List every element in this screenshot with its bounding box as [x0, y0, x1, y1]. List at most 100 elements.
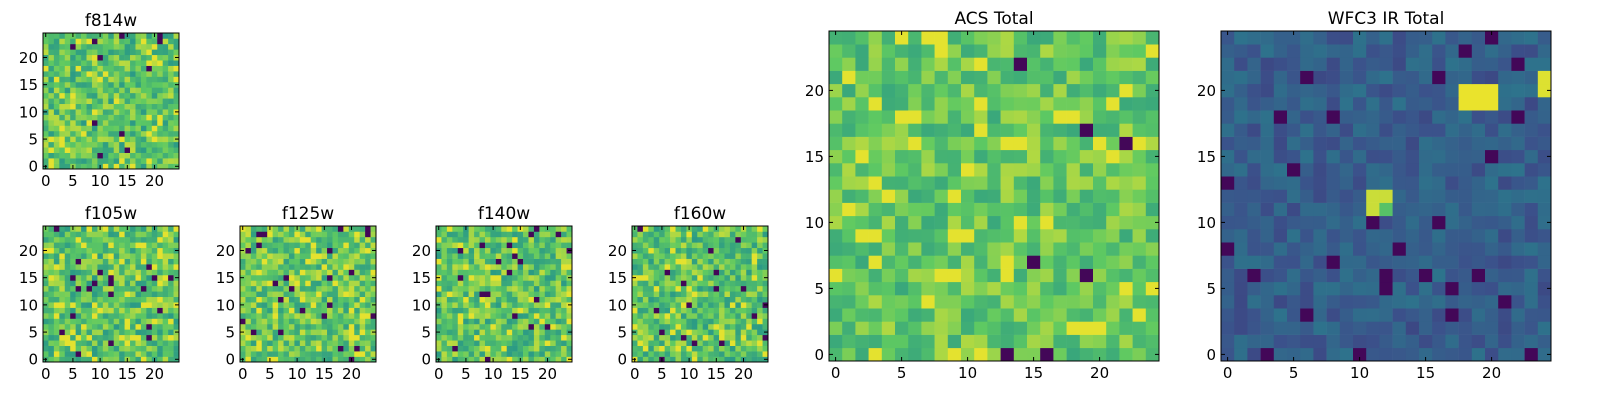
heatmap-cell	[523, 318, 529, 325]
heatmap-cell	[987, 110, 1001, 124]
heatmap-cell	[1498, 242, 1512, 256]
heatmap-cell	[43, 340, 49, 346]
heatmap-cell	[934, 97, 949, 111]
heatmap-cell	[855, 83, 869, 98]
heatmap-cell	[441, 329, 448, 336]
heatmap-cell	[168, 33, 174, 39]
heatmap-cell	[102, 92, 109, 99]
heatmap-cell	[702, 291, 709, 298]
heatmap-cell	[327, 302, 333, 308]
heatmap-cell	[343, 356, 350, 363]
heatmap-cell	[354, 329, 360, 336]
heatmap-cell	[130, 163, 136, 170]
heatmap-cell	[908, 123, 922, 137]
heatmap-cell	[974, 110, 988, 124]
heatmap-cell	[987, 242, 1001, 256]
heatmap-cell	[729, 247, 736, 254]
heatmap-cell	[757, 236, 763, 243]
heatmap-cell	[43, 103, 49, 110]
heatmap-cell	[359, 231, 366, 238]
heatmap-cell	[102, 258, 109, 265]
heatmap-cell	[327, 345, 333, 352]
heatmap-cell	[151, 38, 158, 45]
heatmap-cell	[1379, 268, 1393, 283]
heatmap-cell	[53, 285, 60, 292]
heatmap-cell	[746, 285, 752, 292]
heatmap-cell	[1326, 83, 1341, 98]
heatmap-cell	[484, 274, 491, 281]
heatmap-cell	[151, 98, 158, 105]
heatmap-cell	[987, 97, 1001, 111]
heatmap-cell	[157, 60, 163, 66]
heatmap-cell	[146, 253, 153, 259]
heatmap-cell	[316, 340, 322, 346]
heatmap-cell	[272, 274, 279, 281]
heatmap-cell	[305, 340, 312, 346]
heatmap-cell	[316, 285, 322, 292]
heatmap-cell	[1053, 321, 1067, 335]
heatmap-cell	[713, 318, 720, 325]
heatmap-cell	[124, 253, 131, 259]
heatmap-cell	[868, 295, 883, 309]
heatmap-cell	[245, 258, 252, 265]
heatmap-cell	[533, 329, 540, 336]
heatmap-cell	[97, 130, 104, 137]
heatmap-cell	[1366, 334, 1380, 349]
heatmap-cell	[1313, 308, 1327, 322]
heatmap-cell	[974, 97, 988, 111]
heatmap-cell	[479, 351, 486, 357]
heatmap-cell	[1485, 57, 1499, 71]
heatmap-cell	[670, 253, 676, 259]
heatmap-cell	[436, 264, 442, 270]
heatmap-cell	[1106, 31, 1120, 45]
heatmap-cell	[278, 258, 284, 265]
heatmap-cell	[987, 255, 1001, 269]
heatmap-cell	[119, 109, 125, 115]
heatmap-cell	[735, 280, 742, 287]
heatmap-cell	[157, 120, 163, 126]
heatmap-cell	[53, 158, 60, 164]
heatmap-cell	[81, 296, 87, 303]
heatmap-cell	[316, 334, 322, 341]
heatmap-cell	[59, 264, 66, 270]
heatmap-cell	[102, 264, 109, 270]
heatmap-cell	[130, 136, 136, 143]
heatmap-cell	[1145, 123, 1160, 137]
heatmap-cell	[113, 253, 120, 259]
heatmap-cell	[881, 70, 896, 85]
heatmap-cell	[1000, 281, 1015, 296]
heatmap-cell	[934, 281, 949, 296]
heatmap-cell	[881, 229, 896, 243]
heatmap-cell	[1537, 321, 1552, 335]
heatmap-cell	[506, 307, 513, 314]
heatmap-cell	[713, 231, 720, 238]
heatmap-cell	[555, 269, 562, 276]
heatmap-cell	[974, 163, 988, 177]
heatmap-cell	[566, 340, 573, 346]
heatmap-cell	[441, 323, 448, 330]
heatmap-cell	[1247, 149, 1261, 164]
heatmap-cell	[441, 307, 448, 314]
heatmap-cell	[713, 242, 720, 249]
heatmap-cell	[463, 345, 469, 352]
heatmap-cell	[539, 296, 546, 303]
heatmap-cell	[316, 296, 322, 303]
heatmap-cell	[653, 307, 660, 314]
heatmap-cell	[348, 264, 355, 270]
heatmap-cell	[680, 302, 687, 308]
heatmap-cell	[130, 356, 136, 363]
heatmap-cell	[895, 123, 909, 137]
heatmap-cell	[48, 125, 55, 132]
heatmap-cell	[135, 313, 142, 319]
heatmap-cell	[632, 291, 638, 298]
heatmap-cell	[256, 226, 263, 232]
heatmap-cell	[245, 280, 252, 287]
heatmap-cell	[261, 302, 268, 308]
heatmap-cell	[751, 356, 758, 363]
heatmap-cell	[1221, 308, 1235, 322]
heatmap-cell	[1145, 83, 1160, 98]
heatmap-cell	[746, 274, 752, 281]
heatmap-cell	[1392, 136, 1407, 151]
heatmap-cell	[987, 83, 1001, 98]
heatmap-cell	[934, 57, 949, 71]
